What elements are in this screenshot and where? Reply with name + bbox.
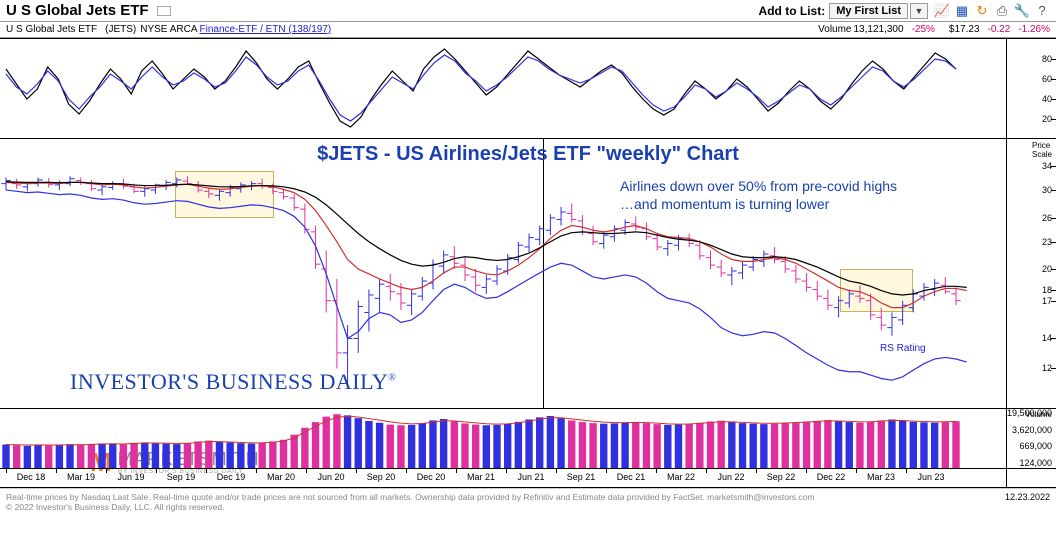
xaxis-tick: Sep 22 [767, 472, 796, 482]
xaxis-tick: Mar 21 [467, 472, 495, 482]
price-change-pct: -1.26% [1018, 24, 1050, 35]
chart-annotation: Airlines down over 50% from pre-covid hi… [620, 177, 897, 213]
xaxis-tick: Jun 23 [917, 472, 944, 482]
list-dropdown-arrow[interactable]: ▼ [910, 3, 928, 19]
add-to-list-label: Add to List: [759, 4, 826, 18]
xaxis-tick: Mar 22 [667, 472, 695, 482]
header-bar: U S Global Jets ETF Add to List: My Firs… [0, 0, 1056, 22]
volume-chart [0, 409, 1006, 469]
exchange: NYSE ARCA [140, 24, 197, 35]
rs-rating-label: RS Rating [880, 343, 926, 354]
volume-value: 13,121,300 [854, 24, 904, 35]
list-dropdown[interactable]: My First List [829, 3, 908, 19]
annotation-line2: …and momentum is turning lower [620, 195, 897, 213]
vol-ytick: 124,000 [1019, 458, 1052, 468]
volume-panel: M MARKETSMITH® BY INVESTOR'S BUSINESS DA… [0, 408, 1056, 468]
xaxis-tick: Mar 19 [67, 472, 95, 482]
volume-yaxis: Volume 124,000669,0003,620,00019,500,000 [1006, 409, 1056, 468]
vol-ytick: 3,620,000 [1012, 425, 1052, 435]
xaxis-tick: Sep 20 [367, 472, 396, 482]
xaxis-tick: Jun 19 [117, 472, 144, 482]
oscillator-yaxis: 20406080 [1006, 39, 1056, 138]
industry-group-link[interactable]: Finance-ETF / ETN (138/197) [200, 24, 332, 35]
vol-ytick: 19,500,000 [1007, 408, 1052, 418]
annotation-line1: Airlines down over 50% from pre-covid hi… [620, 177, 897, 195]
price-value: $17.23 [949, 24, 980, 35]
subheader-bar: U S Global Jets ETF (JETS) NYSE ARCA Fin… [0, 22, 1056, 38]
help-icon[interactable]: ? [1034, 3, 1050, 19]
price-yaxis-label: Price Scale [1032, 141, 1052, 159]
xaxis-tick: Dec 18 [17, 472, 46, 482]
xaxis-tick: Sep 21 [567, 472, 596, 482]
refresh-icon[interactable]: ↻ [974, 3, 990, 19]
footer-copyright: © 2022 Investor's Business Daily, LLC. A… [6, 502, 224, 512]
xaxis-tick: Dec 21 [617, 472, 646, 482]
xaxis-tick: Jun 21 [517, 472, 544, 482]
vol-ytick: 669,000 [1019, 441, 1052, 451]
chart-title: $JETS - US Airlines/Jets ETF "weekly" Ch… [317, 143, 739, 166]
price-panel: $JETS - US Airlines/Jets ETF "weekly" Ch… [0, 138, 1056, 408]
xaxis-tick: Dec 19 [217, 472, 246, 482]
price-yaxis: Price Scale 121417182023263034 [1006, 139, 1056, 408]
footer-disclaimer: Real-time prices by Nasdaq Last Sale. Re… [6, 492, 814, 502]
xaxis-tick: Mar 20 [267, 472, 295, 482]
volume-label: Volume [818, 24, 851, 35]
security-name: U S Global Jets ETF [6, 24, 97, 35]
ticker: (JETS) [105, 24, 136, 35]
print-icon[interactable]: ⎙ [994, 3, 1010, 19]
volume-pct: -25% [912, 24, 935, 35]
xaxis-panel: Dec 18 Mar 19 Jun 19 Sep 19 Dec 19 Mar 20 Jun … [0, 468, 1056, 488]
ibd-logo: INVESTOR'S BUSINESS DAILY® [70, 369, 396, 395]
price-change: -0.22 [988, 24, 1011, 35]
footer: Real-time prices by Nasdaq Last Sale. Re… [0, 488, 1056, 516]
xaxis-right-border [1006, 469, 1056, 487]
xaxis-tick: Dec 22 [817, 472, 846, 482]
xaxis-tick: Dec 20 [417, 472, 446, 482]
xaxis-tick: Sep 19 [167, 472, 196, 482]
page-title: U S Global Jets ETF [6, 2, 149, 19]
chart-line-icon[interactable]: 📈 [934, 3, 950, 19]
oscillator-chart [0, 39, 1006, 139]
chart-area: 20406080 $JETS - US Airlines/Jets ETF "w… [0, 38, 1056, 488]
flag-icon[interactable] [157, 6, 171, 16]
xaxis-tick: Jun 22 [717, 472, 744, 482]
xaxis-tick: Mar 23 [867, 472, 895, 482]
xaxis-tick: Jun 20 [317, 472, 344, 482]
footer-date: 12.23.2022 [1005, 492, 1050, 502]
toolbar: 📈 ▦ ↻ ⎙ 🔧 ? [934, 3, 1050, 19]
list-dropdown-value: My First List [836, 5, 901, 17]
ibd-logo-text: INVESTOR'S BUSINESS DAILY [70, 369, 388, 394]
grid-icon[interactable]: ▦ [954, 3, 970, 19]
wrench-icon[interactable]: 🔧 [1014, 3, 1030, 19]
oscillator-panel: 20406080 [0, 38, 1056, 138]
